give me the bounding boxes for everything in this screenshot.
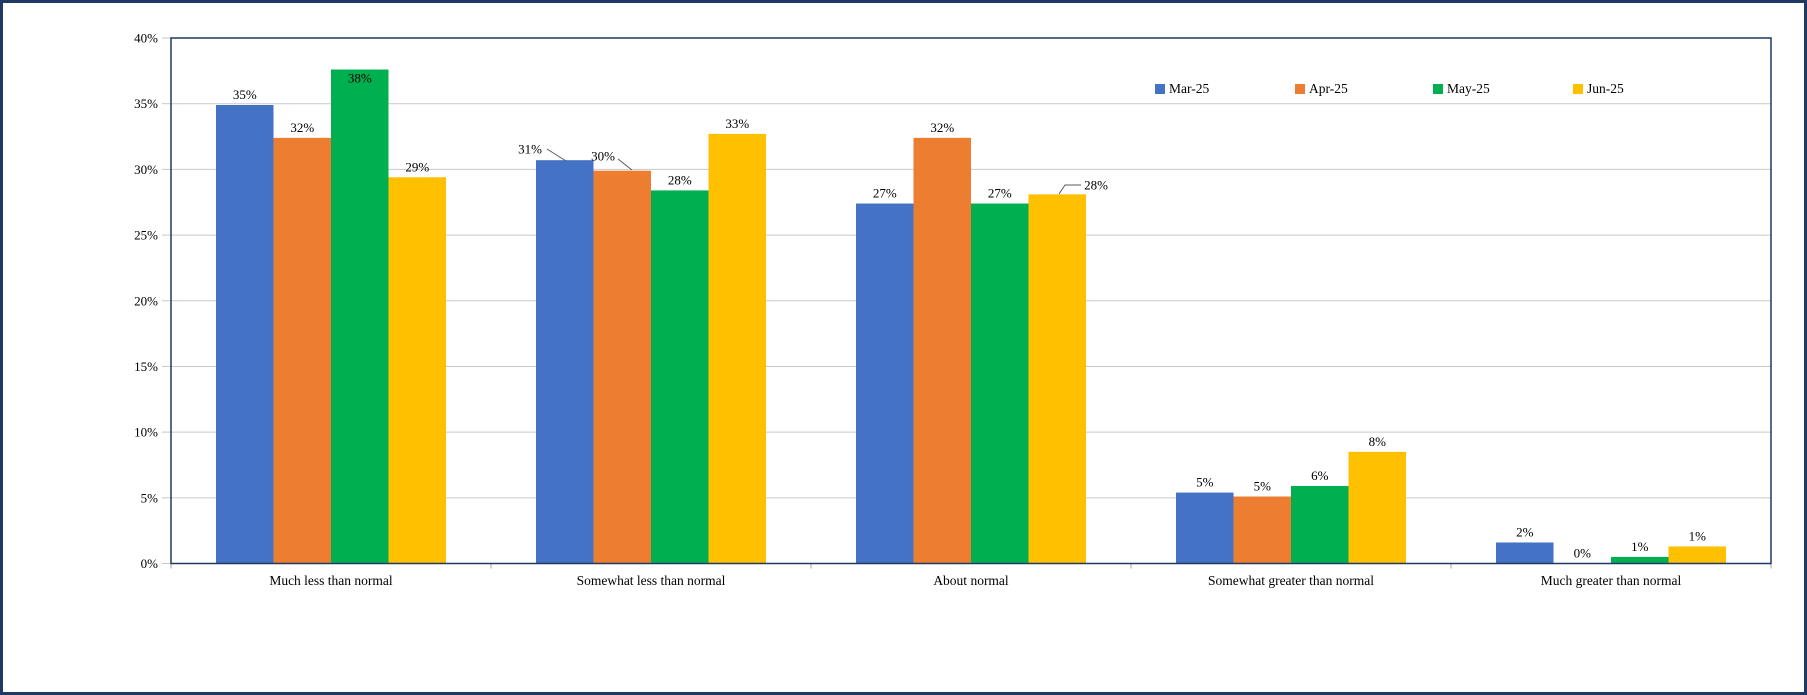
y-axis-tick-label: 10% xyxy=(134,425,158,440)
data-label-leader-line xyxy=(1058,184,1081,195)
category-label: Somewhat greater than normal xyxy=(1208,573,1374,588)
category-label: Somewhat less than normal xyxy=(577,573,726,588)
y-axis-tick-label: 25% xyxy=(134,228,158,243)
data-label-Apr-25-category-1: 30% xyxy=(591,149,615,164)
legend-label-May-25: May-25 xyxy=(1447,81,1490,96)
data-label-Jun-25-category-1: 33% xyxy=(725,116,749,131)
data-label-May-25-category-2: 27% xyxy=(988,186,1012,201)
data-label-Mar-25-category-4: 2% xyxy=(1516,524,1534,539)
bar-Mar-25-category-2 xyxy=(856,203,914,564)
data-label-Mar-25-category-2: 27% xyxy=(873,186,897,201)
legend-item-Jun-25: Jun-25 xyxy=(1573,81,1624,96)
data-label-May-25-category-4: 1% xyxy=(1631,539,1649,554)
legend-label-Apr-25: Apr-25 xyxy=(1309,81,1348,96)
data-label-Jun-25-category-2: 28% xyxy=(1084,178,1108,193)
bar-May-25-category-1 xyxy=(651,190,709,564)
data-label-leader-line xyxy=(617,158,633,171)
bar-Mar-25-category-4 xyxy=(1496,542,1554,564)
category-label: Much greater than normal xyxy=(1541,573,1682,588)
legend-item-Mar-25: Mar-25 xyxy=(1155,81,1209,96)
data-label-leader-line xyxy=(546,148,567,162)
data-label-Mar-25-category-0: 35% xyxy=(233,87,257,102)
bar-May-25-category-3 xyxy=(1291,485,1349,564)
bar-May-25-category-2 xyxy=(971,203,1029,564)
bar-Jun-25-category-3 xyxy=(1348,451,1406,564)
bar-Apr-25-category-2 xyxy=(913,137,971,564)
bar-Jun-25-category-1 xyxy=(708,133,766,564)
y-axis-tick-label: 40% xyxy=(134,31,158,46)
legend: Mar-25 Apr-25 May-25 Jun-25 xyxy=(1155,81,1624,96)
legend-label-Mar-25: Mar-25 xyxy=(1169,81,1209,96)
legend-swatch-May-25 xyxy=(1433,84,1443,94)
data-label-Apr-25-category-2: 32% xyxy=(930,120,954,135)
bar-Jun-25-category-0 xyxy=(388,177,446,564)
data-label-May-25-category-1: 28% xyxy=(668,172,692,187)
y-axis-tick-label: 5% xyxy=(141,490,159,505)
legend-swatch-Jun-25 xyxy=(1573,84,1583,94)
category-label: Much less than normal xyxy=(269,573,393,588)
bar-chart: 0% 5% 10% 15% 20% 25% 30% 35% 40% 35% 31% 27% 5% 2% 32… xyxy=(134,31,1772,588)
data-label-Apr-25-category-0: 32% xyxy=(290,120,314,135)
bar-Jun-25-category-2 xyxy=(1028,194,1086,564)
data-label-Jun-25-category-3: 8% xyxy=(1369,434,1387,449)
y-axis-tick-label: 35% xyxy=(134,96,158,111)
y-axis-tick-label: 30% xyxy=(134,162,158,177)
data-label-Jun-25-category-0: 29% xyxy=(405,159,429,174)
plot-area-border xyxy=(170,37,1772,565)
bar-Apr-25-category-1 xyxy=(593,170,651,564)
data-label-Mar-25-category-3: 5% xyxy=(1196,475,1214,490)
bar-Mar-25-category-1 xyxy=(536,160,594,564)
bar-May-25-category-4 xyxy=(1611,556,1669,564)
bar-Jun-25-category-4 xyxy=(1668,546,1726,564)
bar-Apr-25-category-3 xyxy=(1233,496,1291,564)
legend-swatch-Mar-25 xyxy=(1155,84,1165,94)
legend-item-May-25: May-25 xyxy=(1433,81,1490,96)
data-label-Apr-25-category-4: 0% xyxy=(1574,546,1592,561)
bar-Apr-25-category-0 xyxy=(273,137,331,564)
bar-Mar-25-category-3 xyxy=(1176,492,1234,564)
legend-swatch-Apr-25 xyxy=(1295,84,1305,94)
data-label-Apr-25-category-3: 5% xyxy=(1254,478,1272,493)
data-label-Jun-25-category-4: 1% xyxy=(1689,528,1707,543)
y-axis-tick-label: 0% xyxy=(141,556,159,571)
bar-Mar-25-category-0 xyxy=(216,105,274,564)
category-label: About normal xyxy=(933,573,1009,588)
y-axis-tick-label: 20% xyxy=(134,293,158,308)
legend-label-Jun-25: Jun-25 xyxy=(1587,81,1624,96)
bar-May-25-category-0 xyxy=(331,69,389,564)
data-label-May-25-category-3: 6% xyxy=(1311,468,1329,483)
y-axis-tick-label: 15% xyxy=(134,359,158,374)
data-label-Mar-25-category-1: 31% xyxy=(518,142,542,157)
legend-item-Apr-25: Apr-25 xyxy=(1295,81,1348,96)
data-label-May-25-category-0: 38% xyxy=(348,71,372,86)
